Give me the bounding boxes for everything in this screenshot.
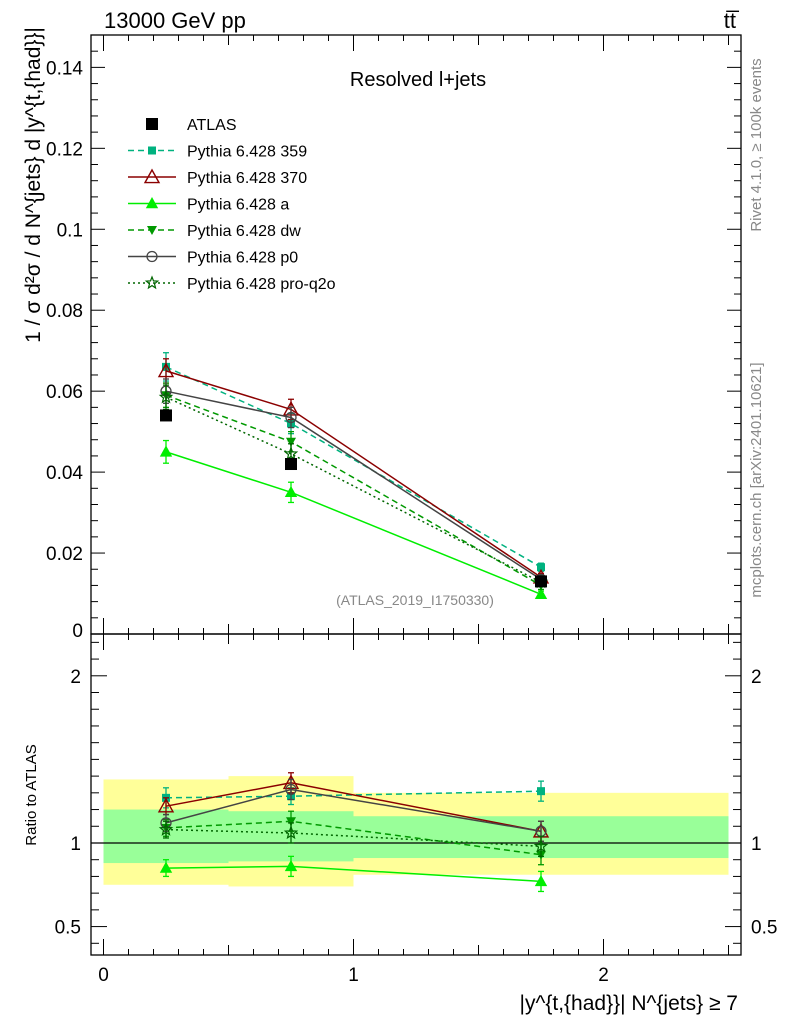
- main-title: Resolved l+jets: [350, 69, 486, 91]
- mcplots-label: mcplots.cern.ch [arXiv:2401.10621]: [748, 362, 765, 597]
- ratio-data-point: [158, 821, 174, 836]
- ratio-y-tick-label: 0.5: [55, 918, 81, 939]
- main-y-tick-label: 0.04: [46, 463, 83, 484]
- main-y-axis-label-text: 1 / σ d²σ / d N^{jets} d |y^{t,{had}}|: [22, 27, 45, 343]
- main-series-line-2: [165, 451, 542, 595]
- main-data-point: [285, 411, 297, 424]
- main-data-point: [283, 446, 299, 461]
- header-process-label: tt̅: [724, 8, 740, 33]
- ratio-data-point: [284, 859, 298, 872]
- ratio-data-point: [537, 787, 545, 796]
- legend-label: Pythia 6.428 p0: [187, 250, 298, 267]
- header-energy-label: 13000 GeV pp: [104, 8, 246, 33]
- ratio-data-point: [286, 817, 296, 827]
- legend-marker: [146, 118, 158, 130]
- legend-label: Pythia 6.428 dw: [187, 223, 301, 240]
- analysis-watermark: (ATLAS_2019_I1750330): [336, 592, 494, 608]
- main-y-axis-label: 1 / σ d²σ / d N^{jets} d |y^{t,{had}}|: [22, 27, 45, 343]
- legend-marker: [148, 146, 156, 155]
- main-data-point: [534, 587, 548, 600]
- x-tick-label: 1: [348, 965, 359, 986]
- ratio-data-point: [534, 874, 548, 887]
- main-data-point: [159, 445, 173, 457]
- ratio-y-axis-label: Ratio to ATLAS: [23, 744, 40, 845]
- main-data-point: [284, 485, 298, 498]
- ratio-data-point: [285, 783, 297, 796]
- legend-label: Pythia 6.428 370: [187, 170, 307, 187]
- main-data-point: [537, 563, 545, 572]
- ratio-y-tick-label: 1: [70, 834, 81, 855]
- main-series-line-5: [165, 396, 542, 583]
- legend-label: Pythia 6.428 a: [187, 197, 289, 214]
- legend-marker: [146, 250, 158, 263]
- main-y-tick-label: 0.08: [46, 301, 83, 322]
- atlas-data-point: [160, 409, 172, 422]
- rivet-version-label: Rivet 4.1.0, ≥ 100k events: [748, 58, 765, 231]
- main-y-tick-label: 0.12: [46, 139, 83, 160]
- x-axis-label: |y^{t,{had}}| N^{jets} ≥ 7: [520, 992, 738, 1015]
- main-series-line-0: [165, 366, 542, 568]
- legend-marker: [147, 226, 157, 235]
- legend-label: Pythia 6.428 359: [187, 144, 307, 161]
- main-y-tick-label: 0: [72, 621, 83, 642]
- ratio-data-point: [283, 825, 299, 840]
- main-y-tick-label: 0.14: [46, 58, 83, 79]
- legend-marker: [143, 168, 161, 184]
- ratio-data-point: [533, 838, 549, 853]
- main-series-line-3: [165, 394, 542, 587]
- legend-marker: [144, 275, 160, 290]
- ratio-plot-frame: [90, 633, 742, 956]
- main-series-line-1: [165, 370, 542, 578]
- main-data-point: [158, 389, 174, 404]
- ratio-y-tick-label: 2: [70, 667, 81, 688]
- main-series-line-4: [165, 390, 542, 581]
- legend-label: Pythia 6.428 pro-q2o: [187, 276, 336, 293]
- main-data-point: [286, 437, 296, 447]
- legend: ATLAS Pythia 6.428 359 Pythia 6.428 370 Pyt…: [128, 117, 336, 293]
- main-data-point: [157, 362, 175, 378]
- ratio-y-tick-label-right: 2: [751, 667, 762, 688]
- ratio-data-point: [159, 861, 173, 873]
- atlas-data-point: [285, 458, 297, 471]
- main-y-tick-label: 0.06: [46, 382, 83, 403]
- legend-marker: [145, 197, 159, 209]
- main-y-tick-label: 0.02: [46, 544, 83, 565]
- legend-label: ATLAS: [187, 117, 237, 134]
- atlas-data-point: [535, 575, 547, 588]
- ratio-y-tick-label-right: 0.5: [751, 918, 777, 939]
- ratio-y-tick-label-right: 1: [751, 834, 762, 855]
- x-tick-label: 2: [598, 965, 609, 986]
- ratio-data-point: [157, 797, 175, 813]
- main-y-tick-label: 0.1: [57, 220, 83, 241]
- x-tick-label: 0: [98, 965, 109, 986]
